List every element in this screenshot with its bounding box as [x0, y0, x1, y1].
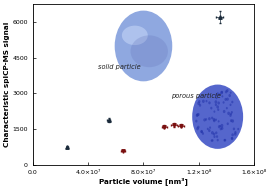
- Ellipse shape: [231, 137, 233, 139]
- Ellipse shape: [213, 119, 215, 122]
- Ellipse shape: [211, 139, 213, 142]
- Ellipse shape: [213, 133, 215, 136]
- Text: solid particle: solid particle: [98, 64, 141, 70]
- Ellipse shape: [220, 91, 223, 94]
- Ellipse shape: [217, 139, 219, 141]
- Ellipse shape: [213, 135, 216, 138]
- Ellipse shape: [234, 131, 237, 134]
- Ellipse shape: [214, 100, 217, 104]
- X-axis label: Particle volume [nm³]: Particle volume [nm³]: [99, 177, 188, 185]
- Ellipse shape: [230, 119, 233, 122]
- Ellipse shape: [217, 92, 219, 95]
- Ellipse shape: [216, 135, 218, 138]
- Ellipse shape: [220, 128, 222, 130]
- Ellipse shape: [202, 100, 205, 103]
- Ellipse shape: [224, 98, 227, 101]
- Ellipse shape: [198, 100, 201, 103]
- Y-axis label: Characteristic spICP-MS signal: Characteristic spICP-MS signal: [4, 22, 10, 147]
- Ellipse shape: [211, 117, 213, 119]
- Ellipse shape: [224, 139, 226, 142]
- Ellipse shape: [226, 98, 229, 101]
- Ellipse shape: [201, 130, 203, 133]
- Ellipse shape: [230, 104, 231, 106]
- Ellipse shape: [231, 101, 233, 103]
- Ellipse shape: [192, 84, 243, 149]
- Ellipse shape: [221, 95, 223, 98]
- Ellipse shape: [210, 107, 212, 109]
- Ellipse shape: [215, 97, 217, 99]
- Ellipse shape: [205, 118, 207, 121]
- Ellipse shape: [200, 130, 203, 133]
- Ellipse shape: [231, 119, 234, 123]
- Ellipse shape: [197, 102, 200, 105]
- Ellipse shape: [131, 35, 168, 67]
- Ellipse shape: [222, 101, 225, 104]
- Ellipse shape: [219, 93, 221, 96]
- Ellipse shape: [228, 94, 231, 97]
- Ellipse shape: [218, 120, 220, 122]
- Ellipse shape: [203, 118, 206, 122]
- Ellipse shape: [197, 113, 200, 116]
- Ellipse shape: [211, 131, 214, 135]
- Ellipse shape: [199, 104, 201, 107]
- Ellipse shape: [197, 126, 199, 129]
- Ellipse shape: [214, 110, 215, 113]
- Ellipse shape: [208, 129, 211, 132]
- Ellipse shape: [230, 113, 232, 115]
- Ellipse shape: [122, 26, 148, 45]
- Ellipse shape: [223, 139, 226, 142]
- Ellipse shape: [195, 120, 198, 122]
- Ellipse shape: [208, 117, 211, 120]
- Ellipse shape: [115, 11, 172, 81]
- Ellipse shape: [227, 122, 229, 125]
- Ellipse shape: [217, 101, 220, 105]
- Ellipse shape: [207, 128, 209, 130]
- Ellipse shape: [202, 132, 204, 135]
- Ellipse shape: [209, 126, 211, 129]
- Ellipse shape: [226, 89, 228, 92]
- Ellipse shape: [231, 133, 234, 136]
- Ellipse shape: [231, 111, 233, 114]
- Ellipse shape: [196, 113, 199, 117]
- Ellipse shape: [215, 119, 217, 121]
- Ellipse shape: [225, 90, 227, 93]
- Ellipse shape: [226, 107, 228, 109]
- Ellipse shape: [205, 100, 208, 102]
- Ellipse shape: [196, 114, 198, 117]
- Ellipse shape: [231, 137, 233, 140]
- Ellipse shape: [208, 101, 211, 104]
- Ellipse shape: [213, 118, 215, 121]
- Ellipse shape: [230, 91, 232, 94]
- Ellipse shape: [196, 127, 199, 130]
- Ellipse shape: [221, 127, 223, 130]
- Ellipse shape: [218, 125, 221, 128]
- Ellipse shape: [215, 94, 217, 96]
- Ellipse shape: [216, 105, 219, 108]
- Ellipse shape: [219, 125, 221, 127]
- Ellipse shape: [215, 131, 217, 134]
- Ellipse shape: [221, 124, 223, 127]
- Ellipse shape: [237, 128, 239, 130]
- Text: porous particle: porous particle: [171, 93, 221, 99]
- Ellipse shape: [234, 132, 237, 136]
- Ellipse shape: [215, 103, 217, 106]
- Ellipse shape: [223, 110, 225, 113]
- Ellipse shape: [211, 139, 214, 142]
- Ellipse shape: [221, 91, 223, 93]
- Ellipse shape: [233, 128, 235, 130]
- Ellipse shape: [217, 108, 219, 111]
- Ellipse shape: [227, 112, 230, 115]
- Ellipse shape: [229, 114, 232, 117]
